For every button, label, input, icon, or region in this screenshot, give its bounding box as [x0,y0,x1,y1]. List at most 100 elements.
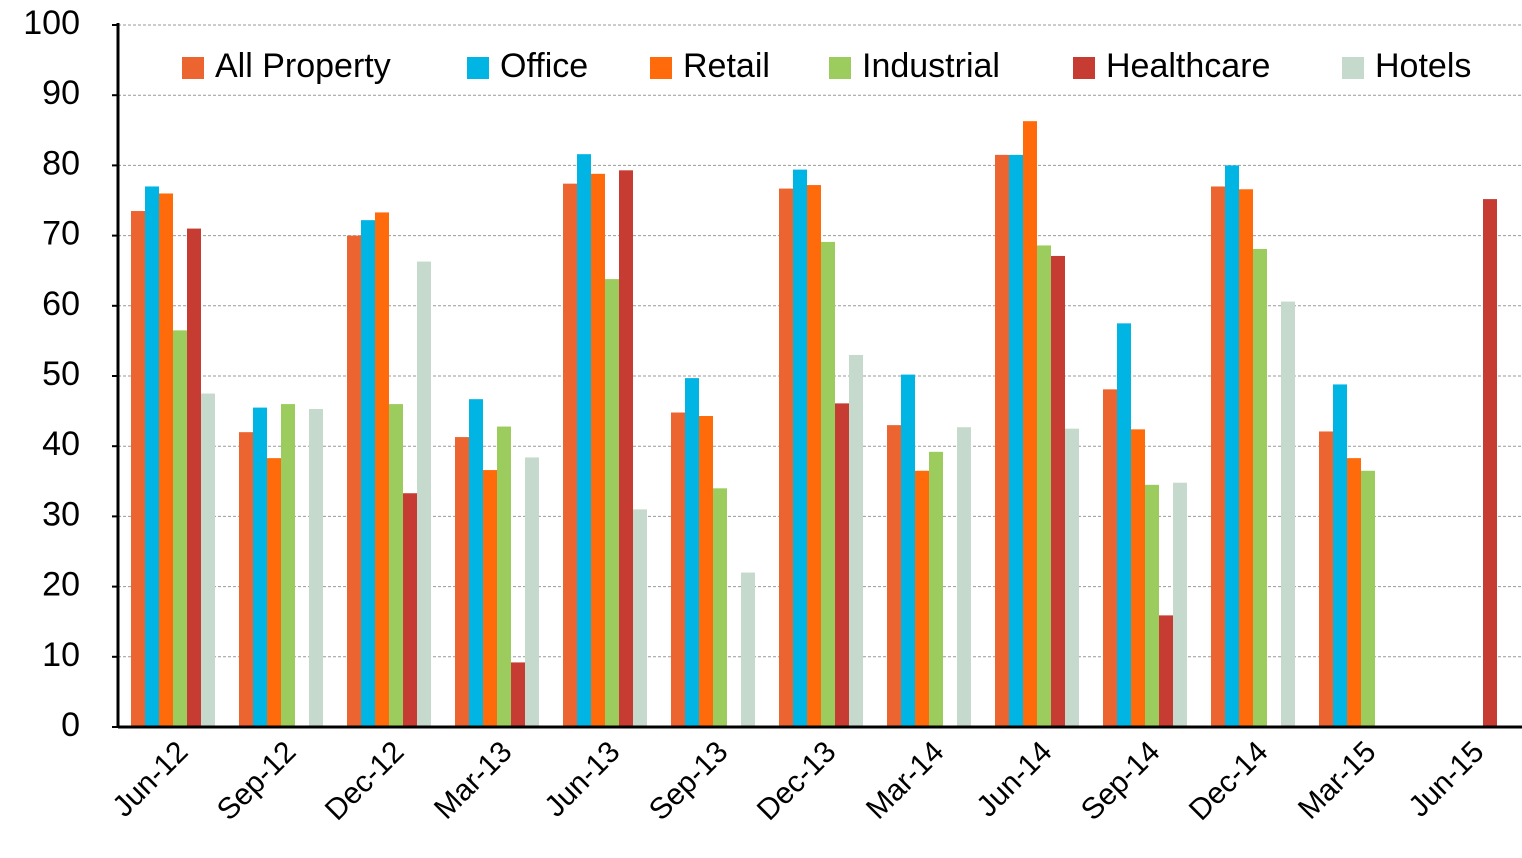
x-tick-label: Jun-14 [970,735,1058,823]
bar [511,662,525,727]
bar [741,572,755,727]
bar [1211,186,1225,727]
bar [253,407,267,727]
y-tick-label: 100 [23,4,80,42]
bar [1281,301,1295,727]
y-tick-label: 30 [42,495,80,533]
x-tick-label: Mar-13 [428,735,519,826]
bar [239,432,253,727]
bar [633,509,647,727]
bar [685,378,699,727]
y-tick-label: 40 [42,425,80,463]
legend-label: Office [500,47,588,85]
bar [145,186,159,727]
bar [469,399,483,727]
bar [1145,484,1159,727]
x-tick-label: Sep-14 [1075,735,1167,827]
bar [1159,615,1173,727]
y-tick-label: 70 [42,215,80,253]
bar [417,261,431,727]
bar [1103,389,1117,727]
y-tick-label: 0 [61,706,80,744]
x-tick-label: Mar-14 [860,735,951,826]
legend-swatch [829,57,851,79]
bar [1253,248,1267,728]
legend-swatch [182,57,204,79]
bar [1009,154,1023,727]
bar [1037,245,1051,728]
legend-swatch [650,57,672,79]
bar [605,279,619,727]
bars [131,121,1497,728]
bar [779,188,793,728]
bar [281,404,295,727]
bar [1361,470,1375,727]
bar [849,354,863,727]
x-tick-label: Dec-14 [1183,735,1275,827]
x-tick-label: Sep-12 [211,735,303,827]
bar [957,427,971,727]
bar [929,451,943,727]
y-tick-label: 10 [42,636,80,674]
bar [671,412,685,727]
bar [793,169,807,727]
bar [131,211,145,727]
bar [267,458,281,727]
bar [577,154,591,728]
bar [563,183,577,728]
bar [591,173,605,728]
bar [403,493,417,727]
bar [699,416,713,727]
bar [389,404,403,727]
bar [1051,255,1065,727]
bar [173,330,187,727]
bar [525,457,539,727]
bar [1173,482,1187,727]
bar [483,470,497,727]
bar [619,170,633,728]
bar [375,212,389,727]
legend-label: Industrial [862,47,1000,85]
bar [455,437,469,727]
bar [835,403,849,727]
bar [497,426,511,727]
x-tick-label: Mar-15 [1292,735,1383,826]
bar [361,220,375,727]
bar [1117,323,1131,727]
y-tick-label: 80 [42,144,80,182]
bar [1333,384,1347,727]
bar [807,185,821,727]
x-tick-label: Jun-12 [106,735,194,823]
bar [887,425,901,727]
y-tick-label: 60 [42,285,80,323]
legend-swatch [1342,57,1364,79]
legend: All Property Office Retail Industrial Health… [182,47,1471,85]
legend-label: Healthcare [1106,47,1270,85]
x-tick-label: Jun-15 [1402,735,1490,823]
bar [713,488,727,727]
bar [901,374,915,727]
y-tick-label: 50 [42,355,80,393]
x-tick-label: Jun-13 [538,735,626,823]
bar [201,393,215,727]
bar [309,408,323,727]
y-tick-label: 90 [42,74,80,112]
x-tick-label: Sep-13 [643,735,735,827]
bar [915,470,929,727]
legend-swatch [1073,57,1095,79]
legend-label: All Property [215,47,391,85]
bar [995,154,1009,727]
bar [1319,431,1333,727]
y-tick-label: 20 [42,566,80,604]
bar [1483,199,1497,727]
bar [1065,428,1079,727]
bar [347,235,361,727]
bar [1347,458,1361,727]
bar [1131,429,1145,727]
bar [821,241,835,727]
bar [159,193,173,728]
bar [187,228,201,727]
legend-label: Retail [683,47,770,85]
bar [1023,121,1037,727]
